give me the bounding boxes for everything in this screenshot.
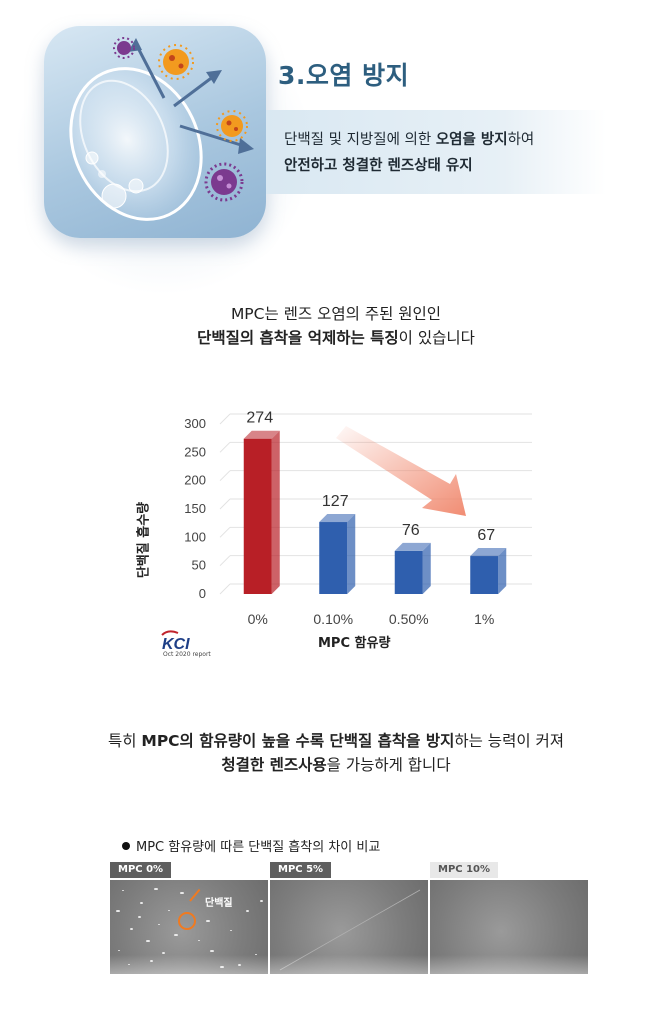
text-normal: 특히 — [107, 732, 142, 750]
text-normal: 하여 — [507, 132, 535, 148]
y-tick-label: 250 — [184, 444, 206, 459]
protein-speck — [246, 910, 249, 912]
data-label: 274 — [246, 410, 273, 427]
protein-speck — [158, 924, 160, 926]
protein-label: 단백질 — [205, 898, 233, 909]
bar-side — [271, 430, 280, 594]
protein-speck — [198, 940, 200, 942]
protein-speck — [162, 952, 165, 954]
text-bold: 청결한 렌즈사용 — [221, 756, 327, 774]
protein-speck — [230, 930, 232, 932]
gridline-side — [219, 441, 231, 453]
protein-speck — [174, 934, 178, 937]
panel-tag: MPC 10% — [430, 862, 499, 878]
protein-speck — [260, 900, 263, 902]
protein-speck — [122, 890, 124, 892]
text-bold: 안전하고 청결한 렌즈상태 유지 — [284, 158, 473, 174]
protein-speck — [130, 928, 133, 930]
description-line-2: 안전하고 청결한 렌즈상태 유지 — [284, 154, 473, 175]
y-tick-label: 150 — [184, 501, 206, 516]
bar-side — [422, 542, 431, 594]
y-tick-label: 200 — [184, 473, 206, 488]
text-bold: MPC의 함유량이 높을 수록 단백질 흡착을 방지 — [141, 732, 455, 750]
bar — [319, 522, 348, 594]
protein-speck — [146, 940, 150, 943]
gridline-side — [219, 526, 231, 538]
bar — [243, 438, 272, 594]
bar — [470, 556, 499, 594]
intro-line-1: MPC는 렌즈 오염의 주된 원인인 — [230, 305, 442, 323]
section-title: 3.오염 방지 — [278, 61, 410, 90]
bullet-icon — [122, 842, 130, 850]
protein-speck — [116, 910, 120, 913]
protein-absorption-chart: 0 50 100 150 200 250 300 274 0% 127 0.10% 76 0.50% 67… — [184, 410, 532, 627]
text-bold: 단백질의 흡착을 억제하는 특징 — [197, 329, 399, 347]
protein-speck — [138, 916, 141, 918]
kci-logo-text: KCI — [162, 636, 190, 653]
x-axis-label: MPC 함유량 — [318, 636, 391, 651]
gridline-side — [219, 555, 231, 567]
source-note: Oct 2020 report — [163, 651, 211, 658]
bar-top — [470, 548, 507, 557]
protein-marker-icon — [178, 912, 196, 930]
x-tick-label: 0.50% — [389, 611, 429, 627]
comparison-title-text: MPC 함유량에 따른 단백질 흡착의 차이 비교 — [136, 840, 381, 855]
pointer-line — [189, 888, 201, 902]
bar-side — [498, 548, 507, 594]
gridline-side — [219, 498, 231, 510]
contact-lens-illustration — [44, 26, 266, 238]
comparison-title: MPC 함유량에 따른 단백질 흡착의 차이 비교 — [122, 836, 380, 855]
y-axis-label: 단백질 흡수량 — [136, 501, 152, 579]
data-label: 67 — [477, 527, 495, 544]
description-band — [266, 110, 606, 194]
bar-top — [319, 514, 356, 523]
protein-speck — [255, 954, 257, 956]
x-tick-label: 0.10% — [313, 611, 353, 627]
protein-speck — [154, 888, 158, 891]
x-tick-label: 1% — [474, 611, 494, 627]
gridline-side — [219, 413, 231, 425]
protein-speck — [180, 892, 184, 895]
protein-speck — [140, 902, 143, 904]
bar-top — [394, 542, 431, 551]
text-normal: 을 가능하게 합니다 — [326, 756, 451, 774]
panel-tag: MPC 5% — [270, 862, 332, 878]
y-tick-label: 50 — [192, 558, 206, 573]
text-normal: 이 있습니다 — [398, 329, 475, 347]
protein-speck — [210, 950, 214, 953]
gridline-side — [219, 583, 231, 595]
bottom-fade — [0, 955, 672, 1024]
note-line-1: 특히 MPC의 함유량이 높을 수록 단백질 흡착을 방지하는 능력이 커져 — [0, 729, 672, 751]
panel-tag: MPC 0% — [110, 862, 172, 878]
text-normal: 단백질 및 지방질에 의한 — [284, 132, 436, 148]
data-label: 127 — [322, 493, 349, 510]
data-label: 76 — [402, 522, 420, 539]
y-tick-label: 300 — [184, 416, 206, 431]
y-tick-label: 0 — [199, 586, 206, 601]
kci-logo: KCI — [161, 630, 190, 653]
lens-bacteria-icon — [69, 37, 254, 221]
gridline-side — [219, 470, 231, 482]
protein-speck — [118, 950, 120, 952]
y-tick-label: 100 — [184, 529, 206, 544]
text-normal: 하는 능력이 커져 — [454, 732, 565, 750]
bar-side — [347, 514, 356, 594]
note-line-2: 청결한 렌즈사용을 가능하게 합니다 — [0, 753, 672, 775]
bar-top — [243, 430, 280, 439]
text-bold: 오염을 방지 — [435, 132, 508, 148]
intro-line-2: 단백질의 흡착을 억제하는 특징이 있습니다 — [0, 326, 672, 348]
protein-speck — [168, 910, 170, 912]
protein-speck — [206, 920, 210, 923]
description-line-1: 단백질 및 지방질에 의한 오염을 방지하여 — [284, 128, 534, 149]
x-tick-label: 0% — [248, 611, 268, 627]
trend-arrow — [336, 426, 466, 516]
bar — [394, 550, 423, 594]
